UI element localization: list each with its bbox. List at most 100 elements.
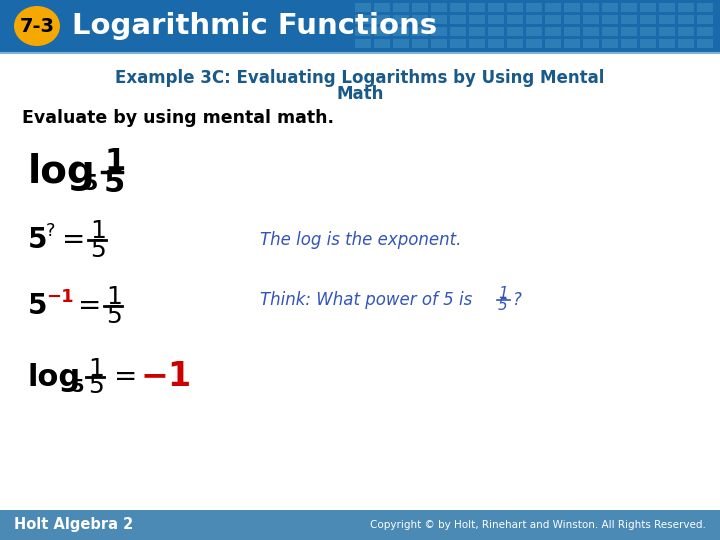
- Bar: [640, 27, 656, 36]
- Bar: [526, 15, 542, 24]
- Bar: [355, 39, 371, 48]
- Bar: [431, 3, 447, 12]
- Bar: [602, 27, 618, 36]
- Bar: [412, 39, 428, 48]
- Text: log: log: [28, 153, 96, 191]
- Bar: [678, 3, 694, 12]
- Bar: [564, 3, 580, 12]
- Bar: [488, 39, 504, 48]
- Bar: [583, 3, 599, 12]
- Text: =: =: [62, 226, 86, 254]
- Bar: [393, 15, 409, 24]
- Bar: [602, 15, 618, 24]
- Bar: [564, 27, 580, 36]
- Text: Evaluate by using mental math.: Evaluate by using mental math.: [22, 109, 334, 127]
- Bar: [602, 3, 618, 12]
- Bar: [469, 39, 485, 48]
- Bar: [678, 15, 694, 24]
- Text: 5: 5: [106, 304, 122, 328]
- Bar: [697, 27, 713, 36]
- Bar: [374, 27, 390, 36]
- Bar: [545, 15, 561, 24]
- Bar: [583, 39, 599, 48]
- Bar: [583, 27, 599, 36]
- Bar: [412, 3, 428, 12]
- Text: 5: 5: [104, 168, 125, 198]
- Bar: [526, 27, 542, 36]
- Bar: [507, 39, 523, 48]
- Bar: [659, 39, 675, 48]
- Bar: [507, 3, 523, 12]
- Bar: [488, 15, 504, 24]
- Bar: [412, 15, 428, 24]
- Bar: [393, 3, 409, 12]
- Text: −1: −1: [140, 361, 191, 394]
- Text: 5: 5: [72, 378, 84, 396]
- Bar: [393, 39, 409, 48]
- Bar: [545, 3, 561, 12]
- Bar: [583, 15, 599, 24]
- Text: 5: 5: [28, 292, 48, 320]
- Bar: [355, 27, 371, 36]
- Bar: [355, 15, 371, 24]
- Bar: [0, 510, 720, 540]
- Bar: [659, 3, 675, 12]
- Bar: [640, 15, 656, 24]
- Bar: [374, 3, 390, 12]
- Bar: [469, 3, 485, 12]
- Bar: [469, 15, 485, 24]
- Bar: [431, 15, 447, 24]
- Bar: [374, 39, 390, 48]
- Bar: [450, 39, 466, 48]
- Text: =: =: [114, 363, 138, 391]
- Bar: [507, 27, 523, 36]
- Bar: [526, 3, 542, 12]
- Text: Think: What power of 5 is: Think: What power of 5 is: [260, 291, 472, 309]
- Text: Example 3C: Evaluating Logarithms by Using Mental: Example 3C: Evaluating Logarithms by Usi…: [115, 69, 605, 87]
- Bar: [621, 3, 637, 12]
- Bar: [640, 3, 656, 12]
- Bar: [640, 39, 656, 48]
- Bar: [678, 39, 694, 48]
- Text: 5: 5: [28, 226, 48, 254]
- Bar: [564, 39, 580, 48]
- Bar: [412, 27, 428, 36]
- Bar: [374, 15, 390, 24]
- Bar: [431, 27, 447, 36]
- Text: Holt Algebra 2: Holt Algebra 2: [14, 517, 133, 532]
- Text: The log is the exponent.: The log is the exponent.: [260, 231, 462, 249]
- Bar: [488, 27, 504, 36]
- Bar: [545, 27, 561, 36]
- Text: Copyright © by Holt, Rinehart and Winston. All Rights Reserved.: Copyright © by Holt, Rinehart and Winsto…: [370, 520, 706, 530]
- Bar: [488, 3, 504, 12]
- Text: log: log: [28, 362, 81, 392]
- Text: −1: −1: [46, 288, 73, 306]
- Text: =: =: [78, 292, 102, 320]
- Text: 5: 5: [498, 299, 508, 314]
- Bar: [602, 39, 618, 48]
- Bar: [431, 39, 447, 48]
- Text: 1: 1: [88, 357, 104, 381]
- Bar: [450, 15, 466, 24]
- Text: 7-3: 7-3: [19, 17, 55, 36]
- Bar: [621, 27, 637, 36]
- Bar: [469, 27, 485, 36]
- Bar: [659, 27, 675, 36]
- Bar: [621, 39, 637, 48]
- Text: 1: 1: [90, 219, 106, 243]
- Text: 5: 5: [88, 374, 104, 398]
- Text: ?: ?: [513, 291, 522, 309]
- Bar: [564, 15, 580, 24]
- Text: 5: 5: [82, 174, 97, 194]
- Bar: [393, 27, 409, 36]
- Bar: [697, 3, 713, 12]
- Bar: [507, 15, 523, 24]
- Text: Logarithmic Functions: Logarithmic Functions: [72, 12, 437, 40]
- Bar: [678, 27, 694, 36]
- Bar: [450, 27, 466, 36]
- Text: 1: 1: [104, 147, 125, 177]
- Bar: [697, 39, 713, 48]
- Ellipse shape: [14, 6, 60, 46]
- Bar: [545, 39, 561, 48]
- Bar: [450, 3, 466, 12]
